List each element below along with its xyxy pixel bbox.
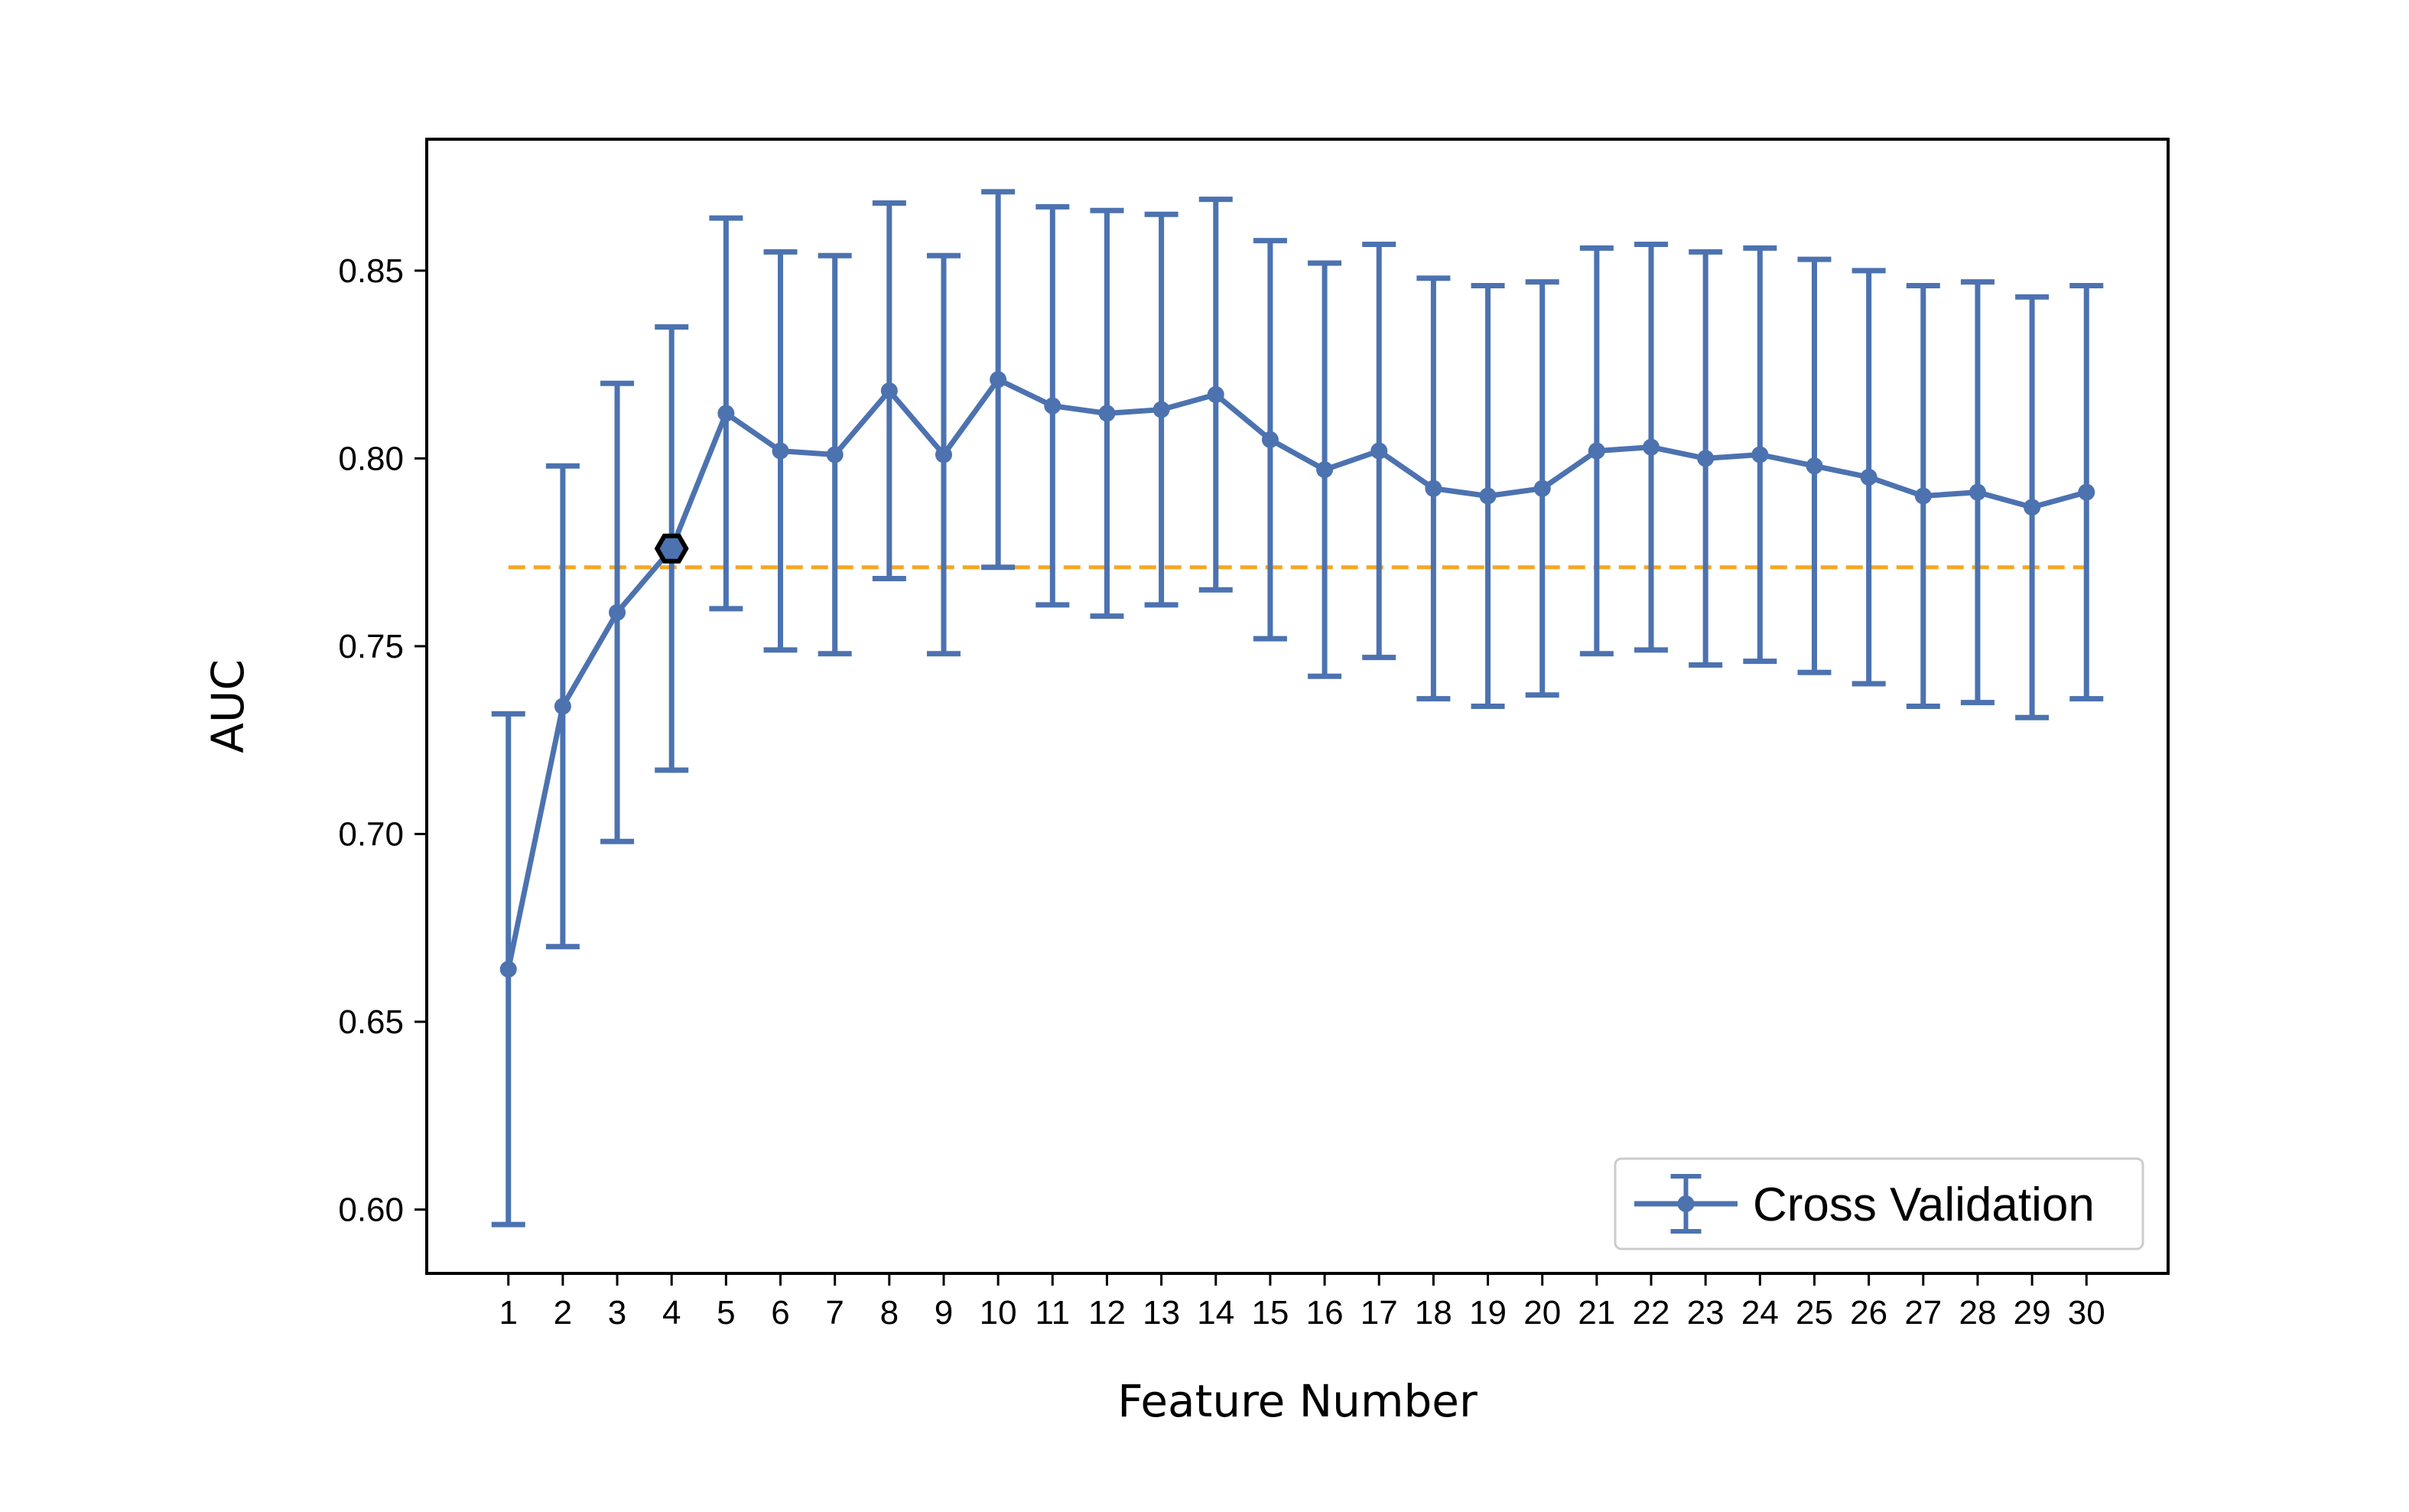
data-point	[826, 446, 844, 463]
y-tick-label: 0.60	[338, 1192, 404, 1229]
x-tick-label: 24	[1741, 1294, 1779, 1332]
data-point	[1098, 405, 1116, 422]
x-tick-label: 10	[980, 1294, 1017, 1332]
data-point	[609, 603, 626, 621]
data-point	[1588, 442, 1605, 460]
x-tick-label: 7	[825, 1294, 844, 1332]
x-tick-label: 23	[1687, 1294, 1725, 1332]
x-tick-label: 6	[771, 1294, 789, 1332]
y-axis-label: AUC	[202, 659, 254, 753]
axes: 1 2 3 4 5 6 7 8 9 10 11 12 13 14 15 16 17 18 19 20 21 22 23 24 2…	[338, 138, 2170, 1332]
data-point	[1697, 450, 1715, 467]
data-point	[990, 371, 1007, 389]
x-tick-label: 13	[1143, 1294, 1180, 1332]
data-point	[1751, 446, 1769, 463]
data-point	[1968, 483, 1986, 501]
x-tick-label: 26	[1850, 1294, 1887, 1332]
data-point	[1207, 385, 1224, 403]
data-point	[2078, 483, 2095, 501]
legend-label: Cross Validation	[1753, 1179, 2095, 1231]
data-point	[1316, 461, 1334, 479]
legend-swatch	[1634, 1174, 1738, 1234]
data-point	[1914, 487, 1932, 505]
x-tick-label: 2	[554, 1294, 572, 1332]
x-tick-label: 20	[1523, 1294, 1561, 1332]
series-line	[506, 376, 2088, 970]
data-point	[1261, 431, 1279, 448]
x-tick-label: 19	[1469, 1294, 1507, 1332]
x-tick-label: 5	[717, 1294, 735, 1332]
legend-swatch-marker	[1677, 1195, 1695, 1212]
y-tick-label: 0.75	[338, 628, 404, 665]
data-point	[1152, 401, 1170, 418]
x-tick-label: 21	[1578, 1294, 1615, 1332]
data-point	[1643, 438, 1660, 456]
data-point	[499, 961, 517, 978]
data-point	[1370, 442, 1388, 460]
y-tick-label: 0.70	[338, 815, 404, 853]
x-tick-label: 15	[1251, 1294, 1289, 1332]
data-point	[935, 446, 952, 463]
data-point	[1479, 487, 1497, 505]
data-point	[1860, 468, 1877, 486]
data-point	[554, 697, 571, 715]
data-point	[1425, 480, 1442, 497]
x-tick-label: 27	[1904, 1294, 1942, 1332]
x-tick-label: 3	[608, 1294, 626, 1332]
x-tick-label: 12	[1088, 1294, 1126, 1332]
legend: Cross Validation	[1614, 1157, 2144, 1250]
y-tick-label: 0.80	[338, 440, 404, 477]
x-tick-label: 22	[1633, 1294, 1670, 1332]
plot-area	[491, 189, 2104, 1227]
data-point	[1533, 480, 1551, 497]
x-axis-label: Feature Number	[1117, 1375, 1478, 1427]
x-tick-label: 29	[2014, 1294, 2051, 1332]
x-tick-label: 18	[1415, 1294, 1452, 1332]
y-tick-label: 0.65	[338, 1003, 404, 1041]
data-point	[717, 405, 735, 422]
x-tick-label: 14	[1197, 1294, 1234, 1332]
x-tick-label: 4	[662, 1294, 681, 1332]
x-tick-label: 28	[1959, 1294, 1996, 1332]
x-tick-label: 8	[880, 1294, 899, 1332]
data-point	[880, 382, 898, 400]
legend-box	[1614, 1157, 2144, 1250]
data-point	[772, 442, 789, 460]
data-point	[1806, 457, 1823, 475]
highlight-point	[654, 533, 689, 564]
x-tick-label: 30	[2068, 1294, 2105, 1332]
x-tick-label: 17	[1361, 1294, 1398, 1332]
x-tick-label: 1	[499, 1294, 517, 1332]
x-tick-label: 25	[1796, 1294, 1833, 1332]
x-tick-label: 9	[935, 1294, 953, 1332]
data-point	[2024, 499, 2041, 516]
y-tick-label: 0.85	[338, 252, 404, 290]
data-point	[1044, 397, 1061, 415]
plot-frame	[425, 138, 2170, 1275]
x-tick-label: 16	[1306, 1294, 1344, 1332]
x-tick-label: 11	[1035, 1294, 1070, 1332]
